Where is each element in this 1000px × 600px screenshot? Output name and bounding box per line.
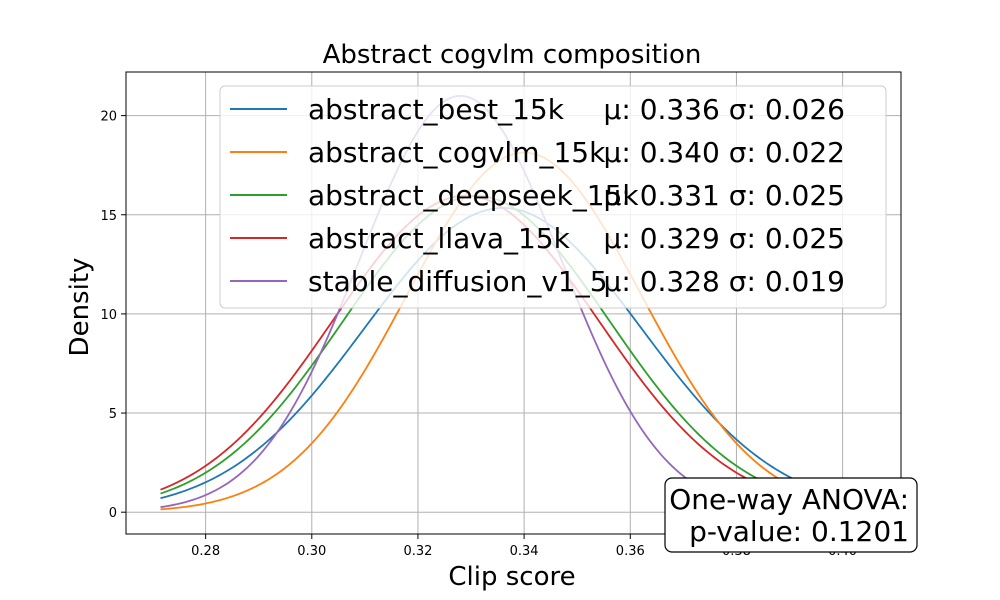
y-tick-label: 0 <box>109 506 117 521</box>
anova-annotation: One-way ANOVA: p-value: 0.1201 <box>664 477 918 553</box>
chart-title: Abstract cogvlm composition <box>323 40 702 70</box>
x-tick-label: 0.28 <box>191 544 220 559</box>
legend: abstract_best_15k μ: 0.336 σ: 0.026 abstra… <box>219 85 887 309</box>
y-axis-ticks: 0 5 10 15 20 <box>100 110 126 521</box>
legend-stats: μ: 0.336 σ: 0.026 <box>604 93 845 126</box>
y-tick-label: 5 <box>109 407 117 422</box>
anova-box-frame <box>664 477 918 553</box>
legend-stats: μ: 0.340 σ: 0.022 <box>604 136 845 169</box>
plot-frame <box>125 71 902 535</box>
x-axis-label: Clip score <box>448 562 575 592</box>
x-tick-label: 0.30 <box>297 544 326 559</box>
anova-p-value: p-value: 0.1201 <box>689 515 909 548</box>
y-tick-label: 10 <box>100 308 117 323</box>
y-axis-label: Density <box>65 258 95 357</box>
legend-stats: μ: 0.329 σ: 0.025 <box>604 222 845 255</box>
legend-stats: μ: 0.328 σ: 0.019 <box>604 265 845 298</box>
anova-title: One-way ANOVA: <box>669 483 909 516</box>
x-tick-label: 0.32 <box>403 544 432 559</box>
y-tick-label: 15 <box>100 209 117 224</box>
legend-label: stable_diffusion_v1_5 <box>308 265 608 298</box>
legend-label: abstract_best_15k <box>308 93 565 126</box>
legend-label: abstract_deepseek_15k <box>308 179 639 212</box>
legend-frame <box>219 85 887 309</box>
y-tick-label: 20 <box>100 110 117 125</box>
legend-stats: μ: 0.331 σ: 0.025 <box>604 179 845 212</box>
legend-label: abstract_cogvlm_15k <box>308 136 606 169</box>
x-tick-label: 0.36 <box>616 544 645 559</box>
x-tick-label: 0.34 <box>510 544 539 559</box>
legend-label: abstract_llava_15k <box>308 222 571 255</box>
